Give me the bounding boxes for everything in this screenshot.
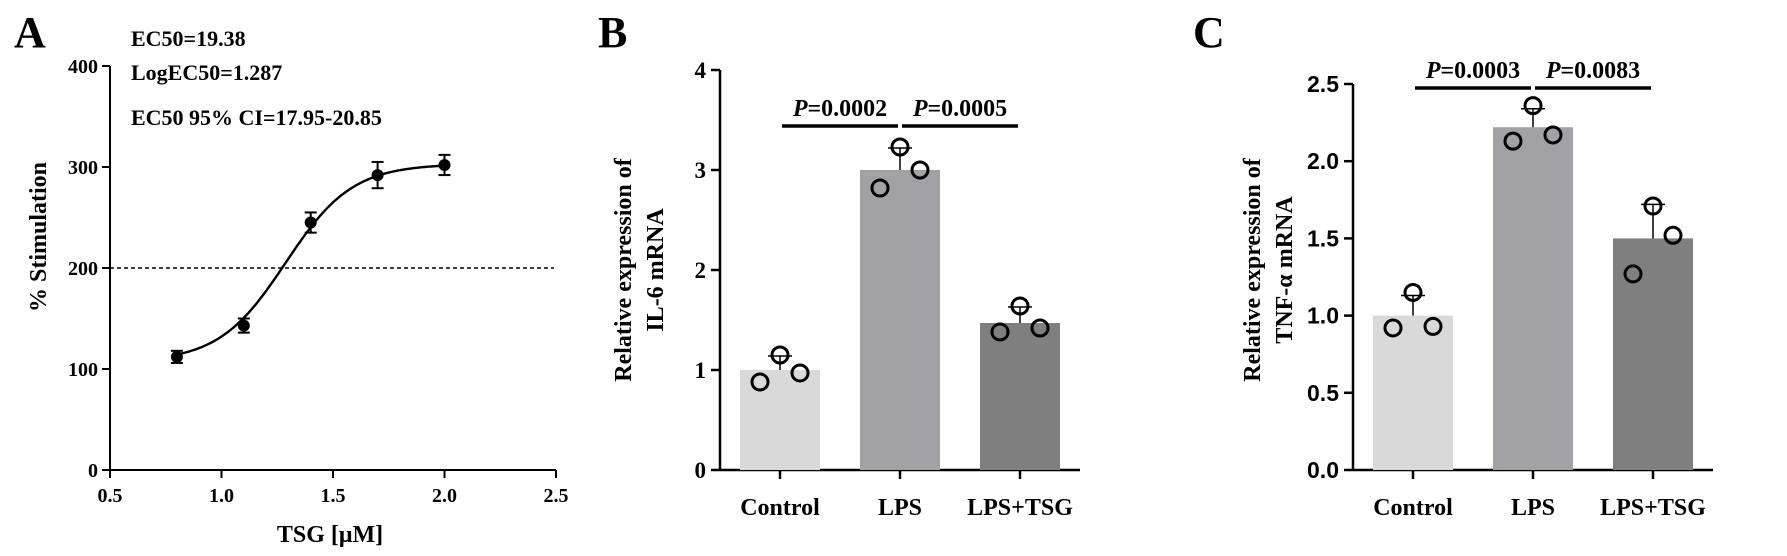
panel-b-category-label: LPS: [878, 495, 922, 521]
panel-a-data: [110, 153, 554, 364]
panel-c-p-value: P=0.0003: [1425, 58, 1520, 84]
panel-c-letter: C: [1193, 8, 1225, 57]
panel-c-category-label: LPS+TSG: [1600, 495, 1706, 521]
panel-a-y-axis-label: % Stimulation: [26, 162, 52, 312]
panel-c-p-value: P=0.0083: [1545, 58, 1640, 84]
panel-c-replicate-point: [1523, 96, 1543, 116]
panel-b-data: P=0.0002 P=0.0005: [740, 96, 1060, 470]
panel-c-y-tick-label: 1.0: [1307, 303, 1339, 329]
panel-c-replicate-point: [1383, 318, 1403, 338]
data-point: [237, 319, 250, 332]
panel-a-x-tick-label: 0.5: [98, 485, 123, 507]
panel-b-y-tick-label: 3: [695, 158, 707, 183]
panel-c-p-symbol: P: [1425, 58, 1441, 84]
panel-c-ticks: 0.0 0.5 1.0 1.5 2.0 2.5 Control LPS LPS+TSG: [1307, 71, 1706, 521]
panel-b-letter: B: [598, 8, 627, 57]
panel-a-letter: A: [14, 8, 46, 57]
panel-b: B Relative expression of IL-6 mRNA 0 1 2 3 4…: [598, 8, 1080, 521]
panel-b-replicate-point: [1010, 296, 1030, 316]
panel-a-x-tick-label: 2.5: [544, 485, 569, 507]
panel-c: C Relative expression of TNF-α mRNA 0.00…: [1193, 8, 1713, 521]
dose-response-fit-curve: [176, 164, 445, 356]
logec50-annotation: LogEC50=1.287: [131, 60, 282, 85]
panel-c-y-axis-label-line2: TNF-α mRNA: [1272, 196, 1298, 344]
panel-a-y-tick-label: 300: [68, 157, 98, 179]
panel-c-category-label: Control: [1373, 495, 1453, 521]
panel-c-y-tick-label: 0.5: [1307, 380, 1339, 406]
panel-b-y-tick-label: 2: [695, 258, 707, 283]
data-point: [170, 350, 183, 363]
panel-c-replicate-point: [1503, 131, 1523, 151]
panel-a: A EC50=19.38 LogEC50=1.287 EC50 95% CI=1…: [14, 8, 569, 548]
panel-c-p-value-text: =0.0083: [1560, 58, 1640, 84]
panel-a-ticks: 0 100 200 300 400 0.5 1.0 1.5 2.0 2.5: [68, 56, 569, 507]
panel-b-replicate-point: [910, 160, 930, 180]
panel-b-p-symbol: P: [912, 96, 928, 122]
panel-c-bar: [1373, 315, 1453, 470]
panel-b-p-value: P=0.0005: [912, 96, 1007, 122]
panel-c-replicate-point: [1663, 225, 1683, 245]
panel-a-y-tick-label: 100: [68, 359, 98, 381]
panel-c-p-value-text: =0.0003: [1440, 58, 1520, 84]
panel-c-replicate-point: [1543, 125, 1563, 145]
ec50-annotation: EC50=19.38: [131, 26, 246, 51]
panel-c-bar: [1493, 127, 1573, 471]
panel-b-y-tick-label: 0: [695, 458, 707, 483]
panel-b-replicate-point: [990, 322, 1010, 342]
panel-a-x-axis-label: TSG [μM]: [277, 522, 383, 548]
panel-a-x-tick-label: 2.0: [432, 485, 457, 507]
panel-b-p-value-text: =0.0005: [927, 96, 1007, 122]
panel-b-p-value-text: =0.0002: [807, 96, 887, 122]
panel-b-replicate-point: [1030, 318, 1050, 338]
panel-b-y-tick-label: 1: [695, 358, 707, 383]
panel-a-y-tick-label: 400: [68, 56, 98, 78]
panel-b-p-value: P=0.0002: [792, 96, 887, 122]
panel-c-replicate-point: [1643, 196, 1663, 216]
panel-b-category-label: Control: [740, 495, 820, 521]
panel-b-bar: [860, 170, 940, 470]
panel-b-category-label: LPS+TSG: [967, 495, 1073, 521]
panel-b-replicate-point: [750, 372, 770, 392]
data-point: [438, 158, 451, 171]
ec50-ci-annotation: EC50 95% CI=17.95-20.85: [131, 105, 382, 130]
panel-a-x-tick-label: 1.5: [321, 485, 346, 507]
panel-c-category-label: LPS: [1511, 495, 1555, 521]
panel-c-data: P=0.0003 P=0.0083: [1373, 58, 1693, 471]
panel-b-p-symbol: P: [792, 96, 808, 122]
panel-c-replicate-point: [1623, 264, 1643, 284]
panel-b-bar: [980, 323, 1060, 470]
panel-c-y-tick-label: 0.0: [1307, 457, 1339, 483]
panel-b-replicate-point: [770, 345, 790, 365]
panel-c-replicate-point: [1403, 282, 1423, 302]
panel-b-y-tick-label: 4: [695, 58, 707, 83]
panel-a-y-tick-label: 200: [68, 258, 98, 280]
panel-c-y-axis-label-line1: Relative expression of: [1240, 157, 1266, 382]
panel-b-replicate-point: [870, 178, 890, 198]
panel-c-y-tick-label: 1.5: [1307, 225, 1339, 251]
panel-b-ticks: 0 1 2 3 4 Control LPS LPS+TSG: [695, 58, 1074, 521]
panel-a-y-tick-label: 0: [88, 460, 98, 482]
panel-b-y-axis-label-line2: IL-6 mRNA: [643, 208, 669, 332]
panel-c-y-tick-label: 2.0: [1307, 148, 1339, 174]
panel-c-p-symbol: P: [1545, 58, 1561, 84]
panel-a-x-tick-label: 1.0: [209, 485, 234, 507]
data-point: [304, 216, 317, 229]
data-point: [371, 169, 384, 182]
panel-c-replicate-point: [1423, 316, 1443, 336]
panel-b-replicate-point: [790, 363, 810, 383]
panel-c-y-tick-label: 2.5: [1307, 71, 1339, 97]
panel-b-replicate-point: [890, 137, 910, 157]
panel-b-y-axis-label-line1: Relative expression of: [611, 157, 637, 382]
